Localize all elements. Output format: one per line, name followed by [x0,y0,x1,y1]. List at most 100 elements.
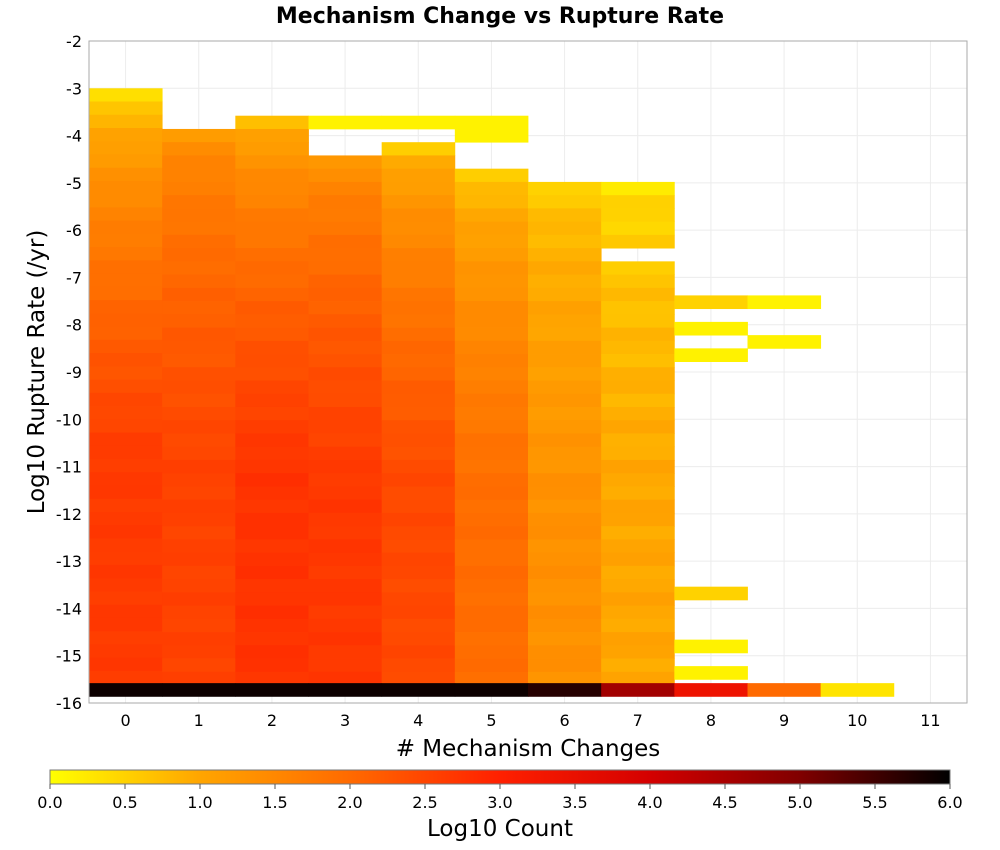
heatmap-cell [674,321,748,336]
heatmap-cell [235,592,309,606]
heatmap-cells [89,88,895,697]
heatmap-cell [89,300,163,314]
heatmap-cell [454,195,529,209]
heatmap-cell [162,658,236,673]
heatmap-cell [162,208,236,223]
heatmap-cell [528,274,602,289]
heatmap-cell [89,128,163,142]
heatmap-cell [528,406,602,421]
heatmap-cell [528,618,602,633]
heatmap-cell [235,420,309,434]
heatmap-cell [162,433,236,448]
heatmap-cell [308,512,383,527]
heatmap-cell [89,379,163,394]
heatmap-cell [601,565,675,580]
heatmap-cell [308,671,383,686]
heatmap-cell [162,618,236,633]
heatmap-cell [454,683,529,697]
heatmap-cell [381,459,456,474]
heatmap-cell [89,392,163,407]
y-tick-labels: -2 -3 -4 -5 -6 -7 -8 -9 -10 -11 -12 -13 -14 -15 -16 [56,32,82,713]
heatmap-cell [381,181,456,196]
heatmap-cell [528,499,602,514]
heatmap-cell [162,274,236,289]
heatmap-cell [162,393,236,408]
heatmap-cell [601,354,675,368]
heatmap-cell [381,142,456,156]
heatmap-cell [381,552,456,567]
heatmap-cell [162,354,236,368]
heatmap-cell [381,579,456,593]
heatmap-cell [528,433,602,448]
heatmap-cell [89,207,163,222]
heatmap-cell [235,618,309,633]
heatmap-cell [162,380,236,395]
heatmap-cell [454,486,529,501]
heatmap-cell [674,666,748,680]
heatmap-cell [601,314,675,328]
heatmap-cell [89,326,163,341]
heatmap-cell [747,335,822,349]
heatmap-cell [235,301,309,315]
heatmap-cell [235,155,309,170]
heatmap-cell [454,380,529,395]
colorbar-tick-label: 5.0 [787,793,812,812]
heatmap-cell [89,591,163,606]
heatmap-cell [381,473,456,487]
heatmap-cell [162,512,236,527]
x-tick-labels: 0 1 2 3 4 5 6 7 8 9 10 11 [120,711,940,730]
heatmap-cell [454,221,529,236]
heatmap-cell [381,367,456,381]
heatmap-cell [162,168,236,183]
colorbar-tick-label: 0.0 [37,793,62,812]
heatmap-cell [381,380,456,395]
heatmap-cell [89,286,163,301]
heatmap-cell [601,683,675,697]
heatmap-cell [381,658,456,673]
heatmap-cell [601,618,675,633]
heatmap-cell [89,617,163,632]
y-tick-label: -11 [56,458,82,477]
heatmap-cell [308,473,383,487]
heatmap-cell [528,552,602,567]
heatmap-cell [162,499,236,514]
heatmap-cell [674,639,748,654]
heatmap-cell [308,632,383,646]
heatmap-cell [162,261,236,275]
heatmap-cell [308,499,383,514]
heatmap-cell [308,168,383,183]
heatmap-cell [820,683,895,697]
heatmap-cell [308,287,383,302]
heatmap-cell [454,579,529,593]
heatmap-cell [162,486,236,501]
heatmap-cell [162,142,236,156]
heatmap-cell [89,114,163,129]
heatmap-cell [235,406,309,421]
heatmap-cell [601,473,675,487]
heatmap-cell [601,499,675,514]
heatmap-cell [528,195,602,209]
x-tick-label: 1 [194,711,204,730]
y-tick-label: -4 [66,127,82,146]
y-tick-label: -12 [56,505,82,524]
heatmap-cell [235,393,309,408]
heatmap-cell [454,658,529,673]
heatmap-cell [235,552,309,567]
heatmap-cell [454,181,529,196]
y-tick-label: -13 [56,552,82,571]
heatmap-cell [381,565,456,580]
y-tick-label: -15 [56,647,82,666]
heatmap-cell [381,645,456,659]
heatmap-cell [528,579,602,593]
heatmap-cell [162,327,236,342]
heatmap-cell [454,433,529,448]
heatmap-cell [454,618,529,633]
heatmap-cell [308,380,383,395]
heatmap-cell [89,366,163,380]
colorbar-tick-label: 1.5 [262,793,287,812]
heatmap-cell [235,579,309,593]
heatmap-cell [89,683,163,697]
heatmap-cell [89,511,163,526]
heatmap-cell [454,248,529,262]
colorbar-label: Log10 Count [427,816,573,842]
